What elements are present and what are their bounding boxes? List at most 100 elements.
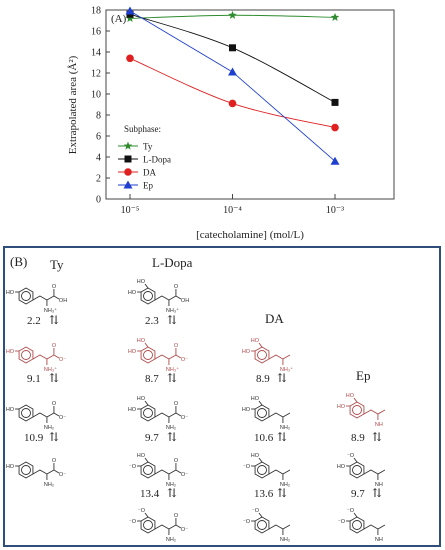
pka-ep-1: 8.9 bbox=[351, 432, 365, 444]
svg-text:HO: HO bbox=[6, 407, 15, 413]
equilibrium-arrow: ⇅ bbox=[49, 371, 59, 385]
svg-text:⁻O: ⁻O bbox=[338, 519, 346, 525]
svg-text:O: O bbox=[52, 458, 57, 464]
column-title-da: DA bbox=[265, 311, 284, 326]
y-tick-label: 8 bbox=[96, 111, 101, 122]
svg-text:⁻O: ⁻O bbox=[347, 453, 355, 459]
x-axis-label: [catecholamine] (mol/L) bbox=[196, 229, 304, 241]
svg-text:NH₃⁺: NH₃⁺ bbox=[166, 366, 179, 373]
equilibrium-arrow: ⇅ bbox=[167, 313, 177, 327]
series-group bbox=[125, 6, 340, 165]
svg-text:HO: HO bbox=[251, 338, 260, 344]
svg-text:⁻O: ⁻O bbox=[243, 519, 251, 525]
svg-text:NH₃⁺: NH₃⁺ bbox=[44, 366, 57, 373]
column-title-ty: Ty bbox=[50, 257, 64, 272]
pka-ty-2: 9.1 bbox=[27, 373, 41, 385]
molecule-structure: HO O O⁻NH₃⁺ bbox=[6, 343, 66, 373]
chart-panel-a: (A) 0 2 4 6 8 10 12 14 16 18 10⁻⁵ 10⁻⁴ 10⁻³ Extrapo… bbox=[67, 6, 395, 241]
svg-text:HO: HO bbox=[128, 407, 137, 413]
svg-text:O⁻: O⁻ bbox=[59, 472, 66, 478]
equilibrium-arrow: ⇅ bbox=[49, 430, 59, 444]
molecule-structure: ⁻O⁻O O O⁻ NH₂ bbox=[129, 508, 188, 543]
svg-text:HO: HO bbox=[6, 290, 15, 296]
x-tick-label: 10⁻⁵ bbox=[121, 205, 140, 216]
legend-swatch-marker bbox=[124, 155, 132, 163]
plot-frame bbox=[105, 9, 395, 200]
panel-label-b: (B) bbox=[10, 254, 27, 269]
panel-b-frame bbox=[3, 246, 441, 547]
data-point bbox=[228, 99, 237, 108]
y-axis: 0 2 4 6 8 10 12 14 16 18 bbox=[91, 6, 110, 206]
data-point bbox=[229, 44, 236, 52]
equilibrium-arrow: ⇅ bbox=[167, 430, 177, 444]
equilibrium-arrow: ⇅ bbox=[372, 430, 382, 444]
x-tick-label: 10⁻³ bbox=[326, 205, 344, 216]
svg-text:⁻O: ⁻O bbox=[138, 508, 146, 514]
svg-text:NH₃⁺: NH₃⁺ bbox=[166, 307, 179, 314]
y-tick-label: 2 bbox=[96, 174, 101, 185]
svg-text:NH₂: NH₂ bbox=[166, 425, 176, 431]
legend: Subphase: Ty L-Dopa DA Ep bbox=[118, 124, 171, 191]
y-tick-label: 16 bbox=[91, 27, 101, 38]
svg-text:HO: HO bbox=[251, 396, 260, 402]
svg-text:O: O bbox=[174, 284, 179, 290]
y-tick-label: 4 bbox=[96, 153, 101, 164]
molecule-structure: ⁻O⁻O NH bbox=[338, 508, 386, 543]
legend-label: Ty bbox=[143, 142, 153, 152]
x-tick-label: 10⁻⁴ bbox=[223, 205, 242, 216]
panel-label-a: (A) bbox=[111, 13, 127, 25]
molecule-structure: HO O O⁻ NH₂ bbox=[6, 458, 66, 488]
molecule-structure: ⁻OHO NH₂ bbox=[243, 453, 291, 488]
svg-text:HO: HO bbox=[137, 338, 146, 344]
data-point bbox=[330, 156, 340, 165]
svg-text:OH: OH bbox=[59, 298, 67, 304]
structures-panel-b: (B) Ty L-Dopa DA Ep 2.2 9.1 10.9 2.3 8.7… bbox=[3, 246, 441, 547]
pka-ldopa-3: 9.7 bbox=[145, 432, 159, 444]
svg-text:NH: NH bbox=[375, 422, 383, 428]
data-point bbox=[330, 12, 340, 21]
svg-text:O: O bbox=[174, 401, 179, 407]
series-line bbox=[129, 10, 336, 162]
svg-text:O⁻: O⁻ bbox=[59, 415, 66, 421]
pka-da-1: 8.9 bbox=[256, 373, 270, 385]
svg-text:⁻O: ⁻O bbox=[129, 464, 137, 470]
svg-text:HO: HO bbox=[6, 349, 15, 355]
svg-text:HO: HO bbox=[337, 404, 346, 410]
svg-text:NH₂: NH₂ bbox=[280, 482, 290, 488]
data-point bbox=[331, 123, 339, 132]
data-point bbox=[125, 13, 135, 23]
svg-text:O: O bbox=[174, 458, 179, 464]
svg-text:O: O bbox=[52, 401, 57, 407]
legend-label: DA bbox=[143, 168, 156, 178]
svg-text:HO: HO bbox=[137, 279, 146, 285]
equilibrium-arrow: ⇅ bbox=[49, 313, 59, 327]
svg-text:HO: HO bbox=[242, 407, 251, 413]
svg-text:O: O bbox=[174, 513, 179, 519]
legend-swatch-marker bbox=[123, 180, 133, 189]
data-point bbox=[126, 54, 134, 63]
svg-text:OH: OH bbox=[181, 298, 189, 304]
pka-ldopa-4: 13.4 bbox=[140, 488, 160, 500]
y-tick-label: 18 bbox=[91, 6, 101, 17]
svg-text:NH₂: NH₂ bbox=[166, 482, 176, 488]
pka-da-2: 10.6 bbox=[254, 432, 274, 444]
series-line bbox=[129, 13, 336, 103]
equilibrium-arrow: ⇅ bbox=[372, 486, 382, 500]
molecule-structure: ⁻OHO O O⁻ NH₂ bbox=[129, 453, 188, 488]
pka-da-3: 13.6 bbox=[254, 488, 274, 500]
svg-text:HO: HO bbox=[137, 453, 146, 459]
pka-ep-2: 9.7 bbox=[351, 488, 365, 500]
svg-text:NH₃⁺: NH₃⁺ bbox=[280, 366, 293, 373]
molecule-structures: HOOOHNH₃⁺HOOO⁻NH₃⁺HOOO⁻NH₂HOOO⁻NH₂HOHOOO… bbox=[6, 279, 386, 543]
svg-text:⁻O: ⁻O bbox=[252, 508, 260, 514]
svg-text:NH₂: NH₂ bbox=[280, 425, 290, 431]
svg-text:HO: HO bbox=[137, 396, 146, 402]
svg-text:HO: HO bbox=[251, 453, 260, 459]
equilibrium-arrow: ⇅ bbox=[277, 486, 287, 500]
